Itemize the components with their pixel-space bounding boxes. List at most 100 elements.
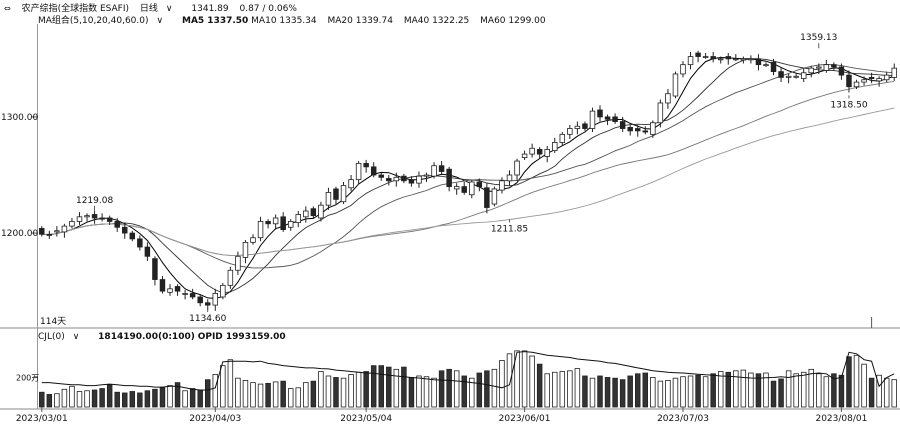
candle-body [174, 286, 181, 292]
candle-body [114, 221, 120, 228]
volume-bar [544, 373, 550, 408]
volume-bar [748, 372, 754, 408]
volume-bar [589, 377, 596, 408]
ma-combo-dropdown[interactable]: MA组合(5,10,20,40,60.0) ∨ [38, 16, 171, 26]
candle-body [235, 255, 241, 271]
candle-body [521, 153, 528, 158]
candle-body [717, 58, 724, 61]
cjl-dropdown[interactable]: CJL(0) ∨ [38, 332, 87, 342]
candle-body [695, 52, 701, 57]
candle-body [808, 67, 814, 74]
candle-body [838, 66, 845, 76]
ma5-value: MA5 1337.50 [181, 16, 249, 26]
volume-bar [597, 375, 603, 408]
candle-body [876, 78, 882, 82]
candle-body [280, 216, 286, 230]
volume-bar [506, 353, 513, 408]
volume-bar [204, 379, 211, 408]
volume-bar [287, 388, 294, 408]
volume-bar [310, 380, 317, 408]
volume-bar [122, 392, 128, 408]
candle-body [619, 121, 626, 129]
volume-bar [280, 380, 286, 408]
volume-bar [876, 374, 882, 408]
candle-body [506, 174, 513, 182]
volume-bar [144, 390, 151, 408]
volume-bar [733, 370, 739, 408]
volume-bar [227, 359, 234, 408]
candle-body [529, 147, 535, 155]
candle-body [129, 232, 136, 240]
candle-body [265, 221, 271, 225]
candle-body [61, 225, 68, 233]
volume-bar [770, 380, 777, 408]
y-tick-label: 1200.00 [1, 229, 38, 239]
annotation-label: 1211.85 [491, 224, 528, 234]
ma-combo-label: MA组合(5,10,20,40,60.0) [38, 16, 149, 26]
volume-bar [567, 370, 573, 408]
header-icons[interactable]: ⇔ [4, 4, 11, 13]
volume-bar [846, 356, 852, 408]
candle-body [657, 102, 664, 124]
volume-bar [461, 375, 467, 408]
candle-body [303, 210, 309, 218]
volume-bar [212, 374, 219, 408]
volume-bar [257, 383, 264, 408]
volume-bar [84, 390, 90, 408]
volume-bar [612, 377, 618, 408]
annotation-label: 1134.60 [189, 314, 226, 324]
volume-bar [657, 380, 664, 408]
candle-body [574, 125, 581, 129]
volume-bar [325, 375, 332, 408]
candle-body [597, 109, 603, 118]
ma60-value: MA60 1299.00 [480, 16, 546, 26]
candle-body [650, 122, 656, 135]
volume-bar [755, 373, 762, 408]
volume-bar [129, 391, 136, 408]
volume-bar [680, 376, 686, 408]
ma10-value: MA10 1335.34 [251, 16, 317, 26]
volume-bar [816, 373, 822, 408]
candle-body [861, 79, 867, 83]
volume-bar [303, 382, 309, 408]
candle-body [793, 75, 799, 78]
volume-bar [348, 374, 354, 408]
candle-body [748, 58, 754, 61]
candle-body [763, 64, 769, 67]
candle-body [91, 214, 98, 219]
candle-body [514, 160, 520, 176]
volume-bar [318, 371, 324, 408]
candle-body [159, 279, 166, 292]
candle-body [453, 186, 460, 190]
candle-body [204, 302, 211, 306]
candle-body [378, 174, 384, 178]
candle-body [363, 162, 369, 168]
ma60-line [41, 107, 895, 256]
ma-header: MA组合(5,10,20,40,60.0) ∨ MA5 1337.50 MA10 … [38, 13, 554, 26]
candle-body [552, 142, 558, 152]
volume-bar [763, 372, 769, 408]
candle-body [604, 116, 611, 120]
period-dropdown[interactable]: 日线 ∨ [140, 4, 181, 14]
opid-value: OPID 1993159.00 [197, 332, 286, 342]
volume-bar [740, 369, 747, 408]
candle-body [589, 110, 596, 129]
x-tick-label: 2023/07/03 [657, 414, 709, 424]
candle-body [778, 71, 784, 78]
candle-body [310, 208, 317, 217]
volume-bar [152, 388, 158, 408]
volume-bar [54, 393, 60, 408]
volume-average-line [41, 351, 895, 391]
volume-bar [189, 388, 196, 408]
candle-body [755, 58, 762, 66]
volume-bar [634, 373, 641, 408]
volume-bar [665, 380, 671, 408]
days-count-label: 114天 [40, 317, 66, 327]
candle-body [544, 149, 550, 157]
x-tick-label: 2023/08/01 [815, 414, 867, 424]
volume-bar [69, 385, 75, 408]
candle-body [69, 221, 75, 227]
candle-body [680, 64, 686, 75]
volume-bar [333, 377, 339, 408]
